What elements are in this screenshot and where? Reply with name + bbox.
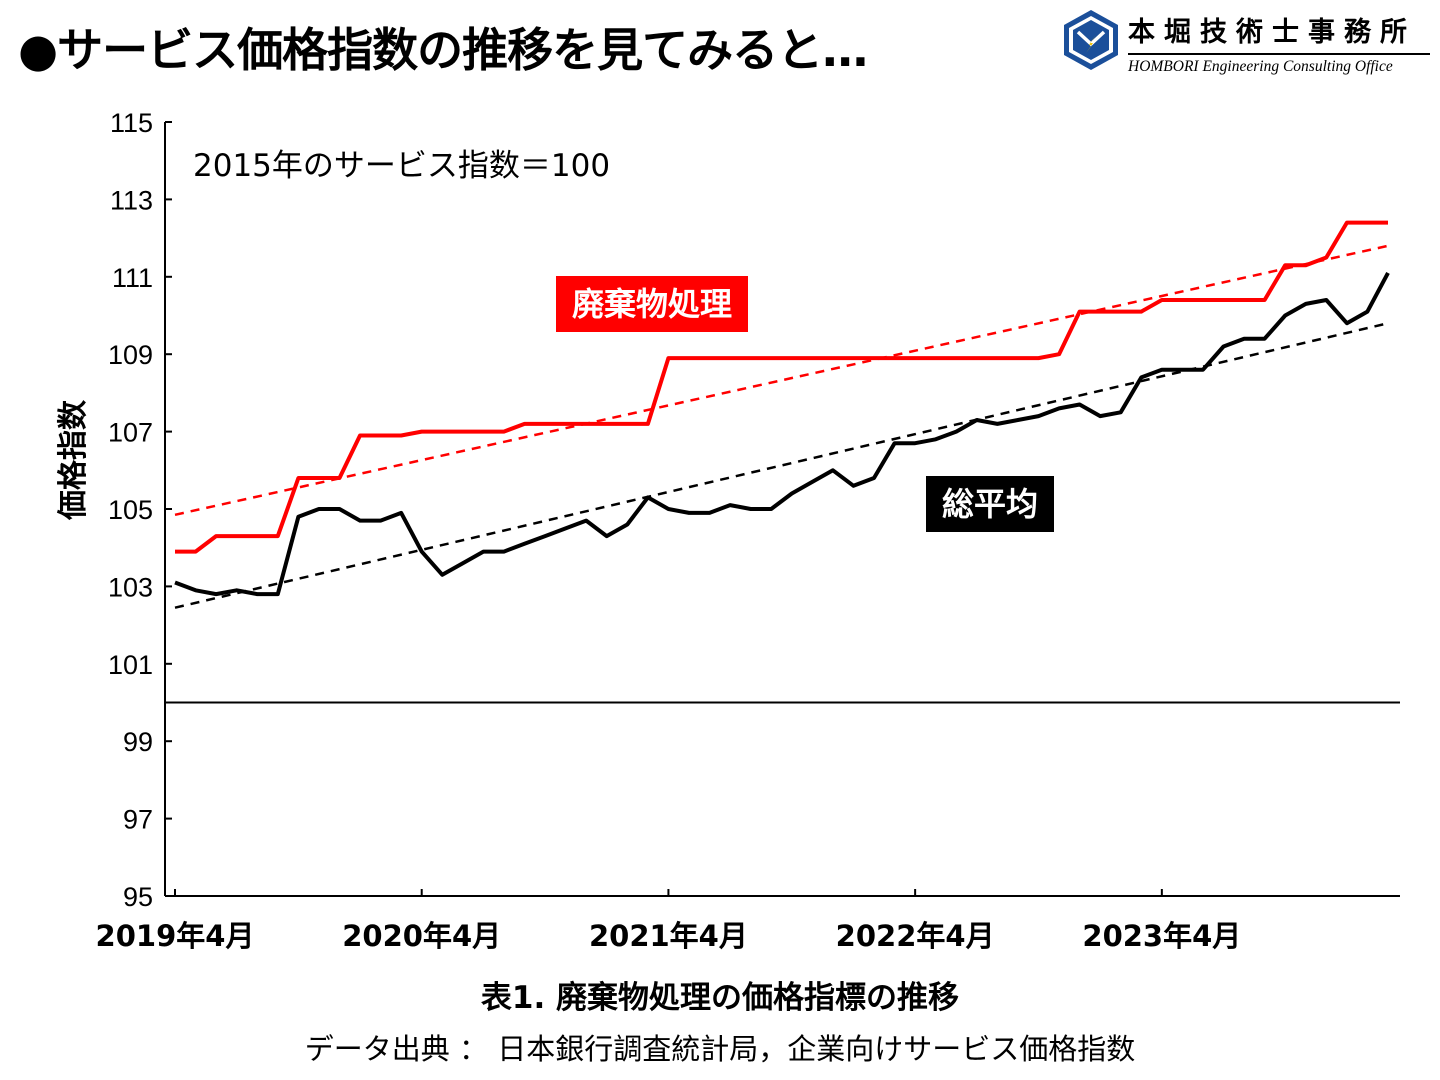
chart-subtitle: 2015年のサービス指数＝100 [193, 148, 611, 184]
data-source: データ出典 ： 日本銀行調査統計局，企業向けサービス価格指数 [304, 1032, 1136, 1066]
trend-line-waste [174, 244, 1389, 517]
page-title: ●サービス価格指数の推移を見てみると… [18, 23, 868, 77]
y-tick-label: 115 [110, 108, 153, 138]
chart-caption: 表1. 廃棄物処理の価格指標の推移 [480, 980, 960, 1016]
company-name-en: HOMBORI Engineering Consulting Office [1128, 58, 1393, 75]
y-tick-label: 101 [108, 650, 153, 680]
logo-divider [1128, 53, 1430, 55]
x-tick-label: 2019年4月 [96, 919, 255, 953]
y-tick-label: 109 [108, 340, 153, 370]
company-logo: 本堀技術士事務所 HOMBORI Engineering Consulting … [1062, 8, 1434, 78]
company-name-jp: 本堀技術士事務所 [1128, 17, 1416, 48]
y-tick-label: 103 [108, 572, 153, 602]
y-tick-label: 95 [123, 882, 153, 912]
company-logo-mark-icon [1064, 10, 1118, 70]
series-line-waste [175, 220, 1388, 554]
y-tick-label: 111 [112, 263, 153, 293]
series-label-waste: 廃棄物処理 [556, 276, 749, 332]
y-tick-label: 105 [108, 495, 153, 525]
x-tick-label: 2023年4月 [1082, 919, 1241, 953]
x-tick-label: 2022年4月 [836, 919, 995, 953]
y-axis-label: 価格指数 [56, 400, 91, 520]
x-tick-label: 2020年4月 [342, 919, 501, 953]
y-tick-label: 97 [123, 805, 153, 835]
y-tick-label: 107 [108, 418, 153, 448]
x-tick-label: 2021年4月 [589, 919, 748, 953]
y-tick-label: 113 [110, 185, 153, 215]
y-tick-label: 99 [123, 727, 153, 757]
series-label-total: 総平均 [926, 476, 1055, 532]
series-line-total [174, 271, 1390, 597]
